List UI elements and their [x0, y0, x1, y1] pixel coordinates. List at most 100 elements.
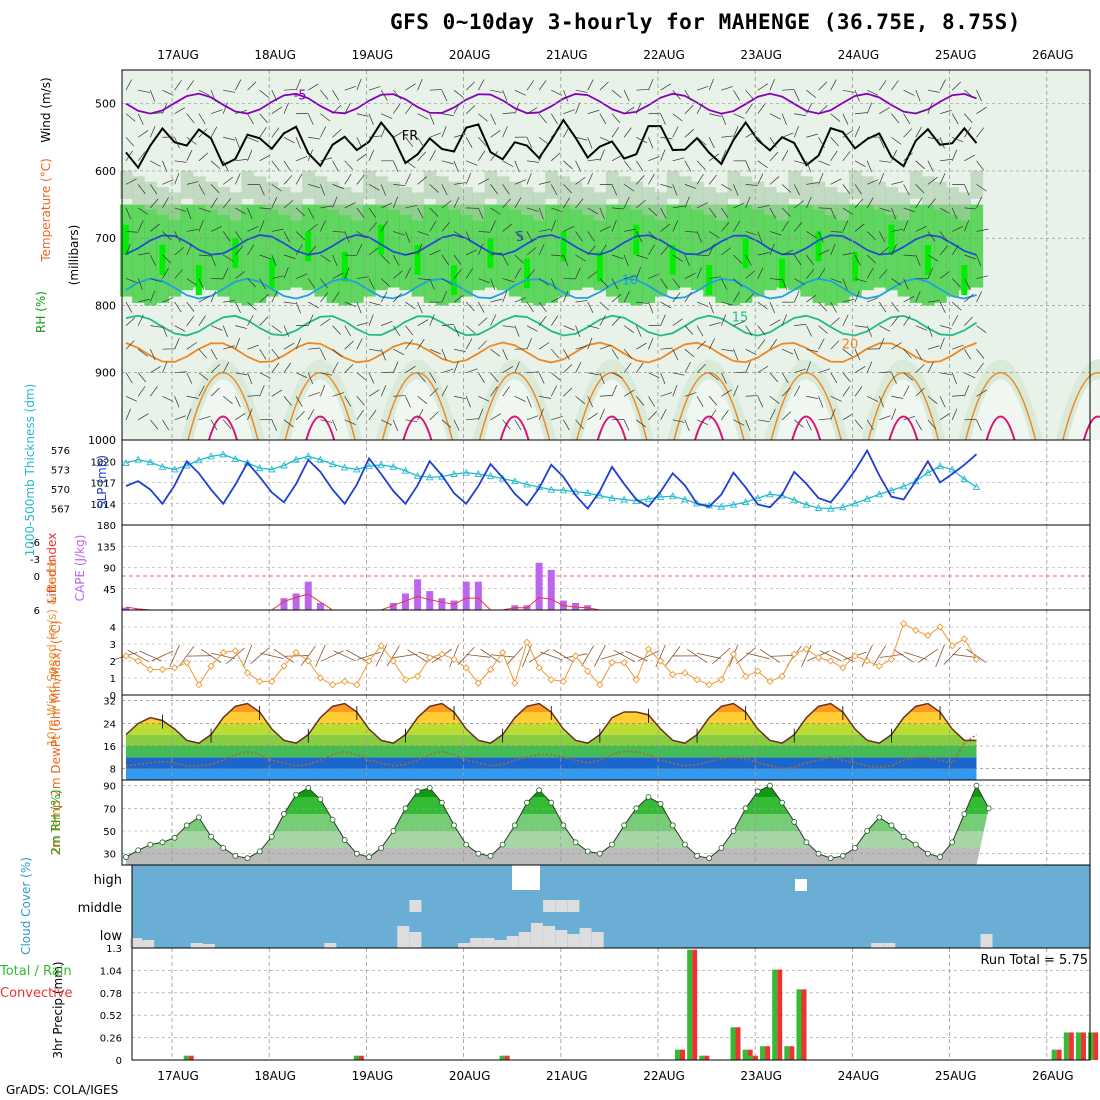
upper-wind-barb — [623, 184, 635, 192]
surface-wind-barb — [593, 645, 606, 667]
rh-point — [827, 855, 834, 862]
upper-wind-barb — [538, 136, 549, 145]
upper-wind-barb — [745, 348, 757, 355]
upper-wind-barb — [271, 160, 280, 171]
rh-point — [815, 850, 822, 857]
upper-wind-barb — [405, 231, 411, 243]
precip-conv-bar — [188, 1055, 194, 1060]
upper-wind-barb — [806, 231, 817, 239]
upper-wind-barb — [781, 372, 789, 384]
upper-wind-barb — [708, 137, 715, 149]
upper-wind-barb — [441, 160, 454, 165]
rh-band — [363, 204, 376, 297]
upper-wind-barb — [368, 222, 378, 232]
upper-wind-barb — [295, 78, 302, 91]
upper-wind-barb — [259, 154, 271, 162]
upper-wind-barb — [514, 197, 522, 209]
wind-speed-point — [523, 638, 531, 646]
upper-wind-barb — [162, 89, 174, 96]
upper-wind-barb — [186, 181, 199, 185]
upper-wind-barb — [672, 205, 685, 209]
rh-band — [290, 204, 303, 288]
upper-wind-barb — [733, 113, 745, 119]
upper-wind-barb — [186, 207, 192, 220]
surface-wind-barb — [917, 648, 939, 664]
cape-bar — [547, 569, 555, 610]
upper-wind-barb — [976, 228, 989, 232]
upper-wind-barb — [915, 184, 925, 194]
upper-wind-barb — [307, 207, 315, 219]
rh-band — [691, 204, 704, 291]
upper-wind-barb — [502, 366, 514, 374]
rh-band — [399, 204, 413, 291]
upper-wind-barb — [842, 220, 849, 232]
wind-speed-point — [960, 635, 968, 643]
surface-wind-barb — [637, 650, 660, 662]
rh-band-light — [824, 187, 838, 216]
upper-wind-barb — [441, 200, 452, 209]
upper-wind-barb — [162, 179, 174, 185]
date-label-top: 19AUG — [352, 48, 394, 62]
rh-band-light — [715, 192, 728, 221]
isotherm-label: 5 — [516, 230, 524, 245]
upper-wind-barb — [125, 207, 132, 220]
surface-wind-barb — [300, 645, 316, 666]
upper-wind-barb — [283, 325, 290, 337]
upper-wind-barb — [611, 207, 624, 210]
upper-wind-barb — [550, 315, 559, 326]
upper-wind-barb — [660, 314, 666, 326]
surface-wind-barb — [273, 648, 295, 663]
upper-wind-barb — [283, 175, 293, 185]
upper-wind-barb — [757, 103, 766, 114]
precip-total-bar — [1088, 1032, 1094, 1060]
upper-wind-barb — [259, 220, 265, 232]
upper-wind-barb — [903, 315, 911, 326]
rh-band-bright — [669, 244, 676, 275]
wind-speed-point — [207, 662, 215, 670]
upper-wind-barb — [453, 254, 462, 265]
upper-wind-barb — [320, 384, 326, 397]
upper-wind-barb — [356, 78, 362, 91]
rh-point — [463, 841, 470, 848]
thickness-point — [170, 465, 179, 473]
precip-conv-bar — [680, 1049, 685, 1060]
upper-wind-barb — [611, 127, 619, 138]
slp-ytick-label: 1017 — [91, 479, 116, 490]
surface-wind-barb — [346, 649, 368, 662]
wind-speed-point — [656, 657, 665, 665]
run-total-label: Run Total = 5.75 — [980, 953, 1088, 968]
upper-wind-barb — [356, 372, 367, 381]
upper-wind-barb — [247, 408, 253, 420]
upper-wind-barb — [526, 80, 535, 91]
upper-wind-barb — [198, 415, 211, 421]
upper-wind-barb — [490, 386, 498, 397]
upper-wind-barb — [247, 136, 259, 143]
thickness-point — [668, 492, 677, 500]
upper-wind-barb — [198, 184, 205, 196]
upper-wind-barb — [939, 301, 946, 314]
upper-wind-barb — [818, 268, 826, 279]
upper-wind-barb — [417, 231, 430, 236]
upper-wind-barb — [587, 79, 594, 91]
upper-wind-barb — [344, 137, 355, 146]
upper-wind-barb — [575, 176, 586, 185]
upper-wind-barb — [818, 173, 824, 185]
upper-wind-barb — [186, 408, 192, 420]
upper-wind-barb — [575, 419, 584, 430]
rh-band-light — [520, 187, 534, 216]
upper-wind-barb — [550, 348, 560, 359]
cape-bar — [572, 602, 580, 610]
wind-speed-point — [790, 650, 798, 658]
upper-wind-barb — [478, 301, 485, 313]
upper-wind-barb — [344, 174, 352, 185]
upper-wind-barb — [295, 396, 303, 407]
upper-wind-barb — [405, 419, 418, 423]
upper-ytick-label: 900 — [95, 367, 116, 380]
upper-wind-barb — [210, 419, 218, 431]
upper-wind-barb — [708, 372, 719, 381]
rh-point — [572, 839, 579, 846]
thickness-point — [450, 470, 458, 477]
upper-wind-barb — [149, 126, 156, 138]
date-label-top: 26AUG — [1032, 48, 1074, 62]
upper-wind-barb — [490, 220, 496, 232]
